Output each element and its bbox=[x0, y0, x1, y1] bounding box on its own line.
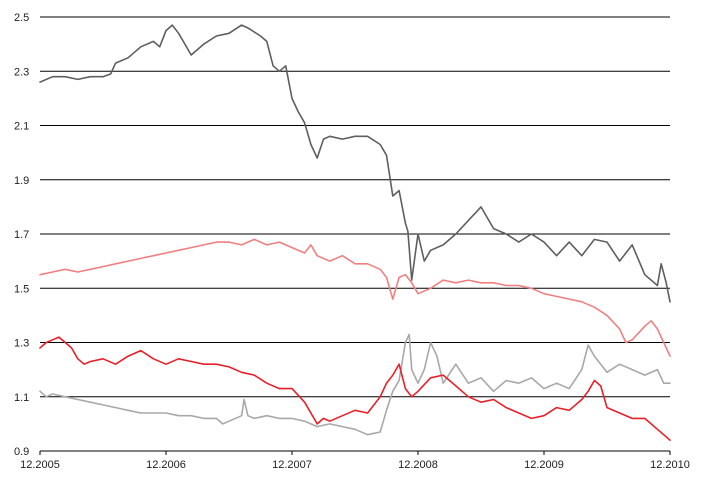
x-tick-label: 12.2008 bbox=[398, 459, 438, 471]
y-tick-label: 2.3 bbox=[14, 66, 29, 78]
y-tick-label: 1.5 bbox=[14, 283, 29, 295]
series-line-3 bbox=[39, 333, 671, 436]
series-line-4 bbox=[39, 336, 671, 442]
x-tick-label: 12.2006 bbox=[146, 459, 186, 471]
y-tick-label: 1.3 bbox=[14, 338, 29, 350]
y-tick-label: 1.7 bbox=[14, 229, 29, 241]
x-tick-label: 12.2010 bbox=[650, 459, 690, 471]
x-tick-label: 12.2009 bbox=[524, 459, 564, 471]
x-axis-tick-labels: 12.2005 12.2006 12.2007 12.2008 12.2009 12.20… bbox=[20, 451, 690, 471]
gridlines bbox=[40, 16, 670, 398]
y-tick-label: 1.1 bbox=[14, 392, 29, 404]
y-axis-tick-labels: 0.9 1.1 1.3 1.5 1.7 1.9 2.1 2.3 2.5 bbox=[14, 12, 29, 458]
x-tick-label: 12.2007 bbox=[272, 459, 312, 471]
y-tick-label: 2.1 bbox=[14, 121, 29, 133]
y-tick-label: 0.9 bbox=[14, 446, 29, 458]
series-lines bbox=[39, 24, 671, 442]
y-tick-label: 2.5 bbox=[14, 12, 29, 24]
y-tick-label: 1.9 bbox=[14, 175, 29, 187]
series-line-1 bbox=[39, 24, 671, 303]
series-line-2 bbox=[39, 238, 671, 357]
x-tick-label: 12.2005 bbox=[20, 459, 60, 471]
